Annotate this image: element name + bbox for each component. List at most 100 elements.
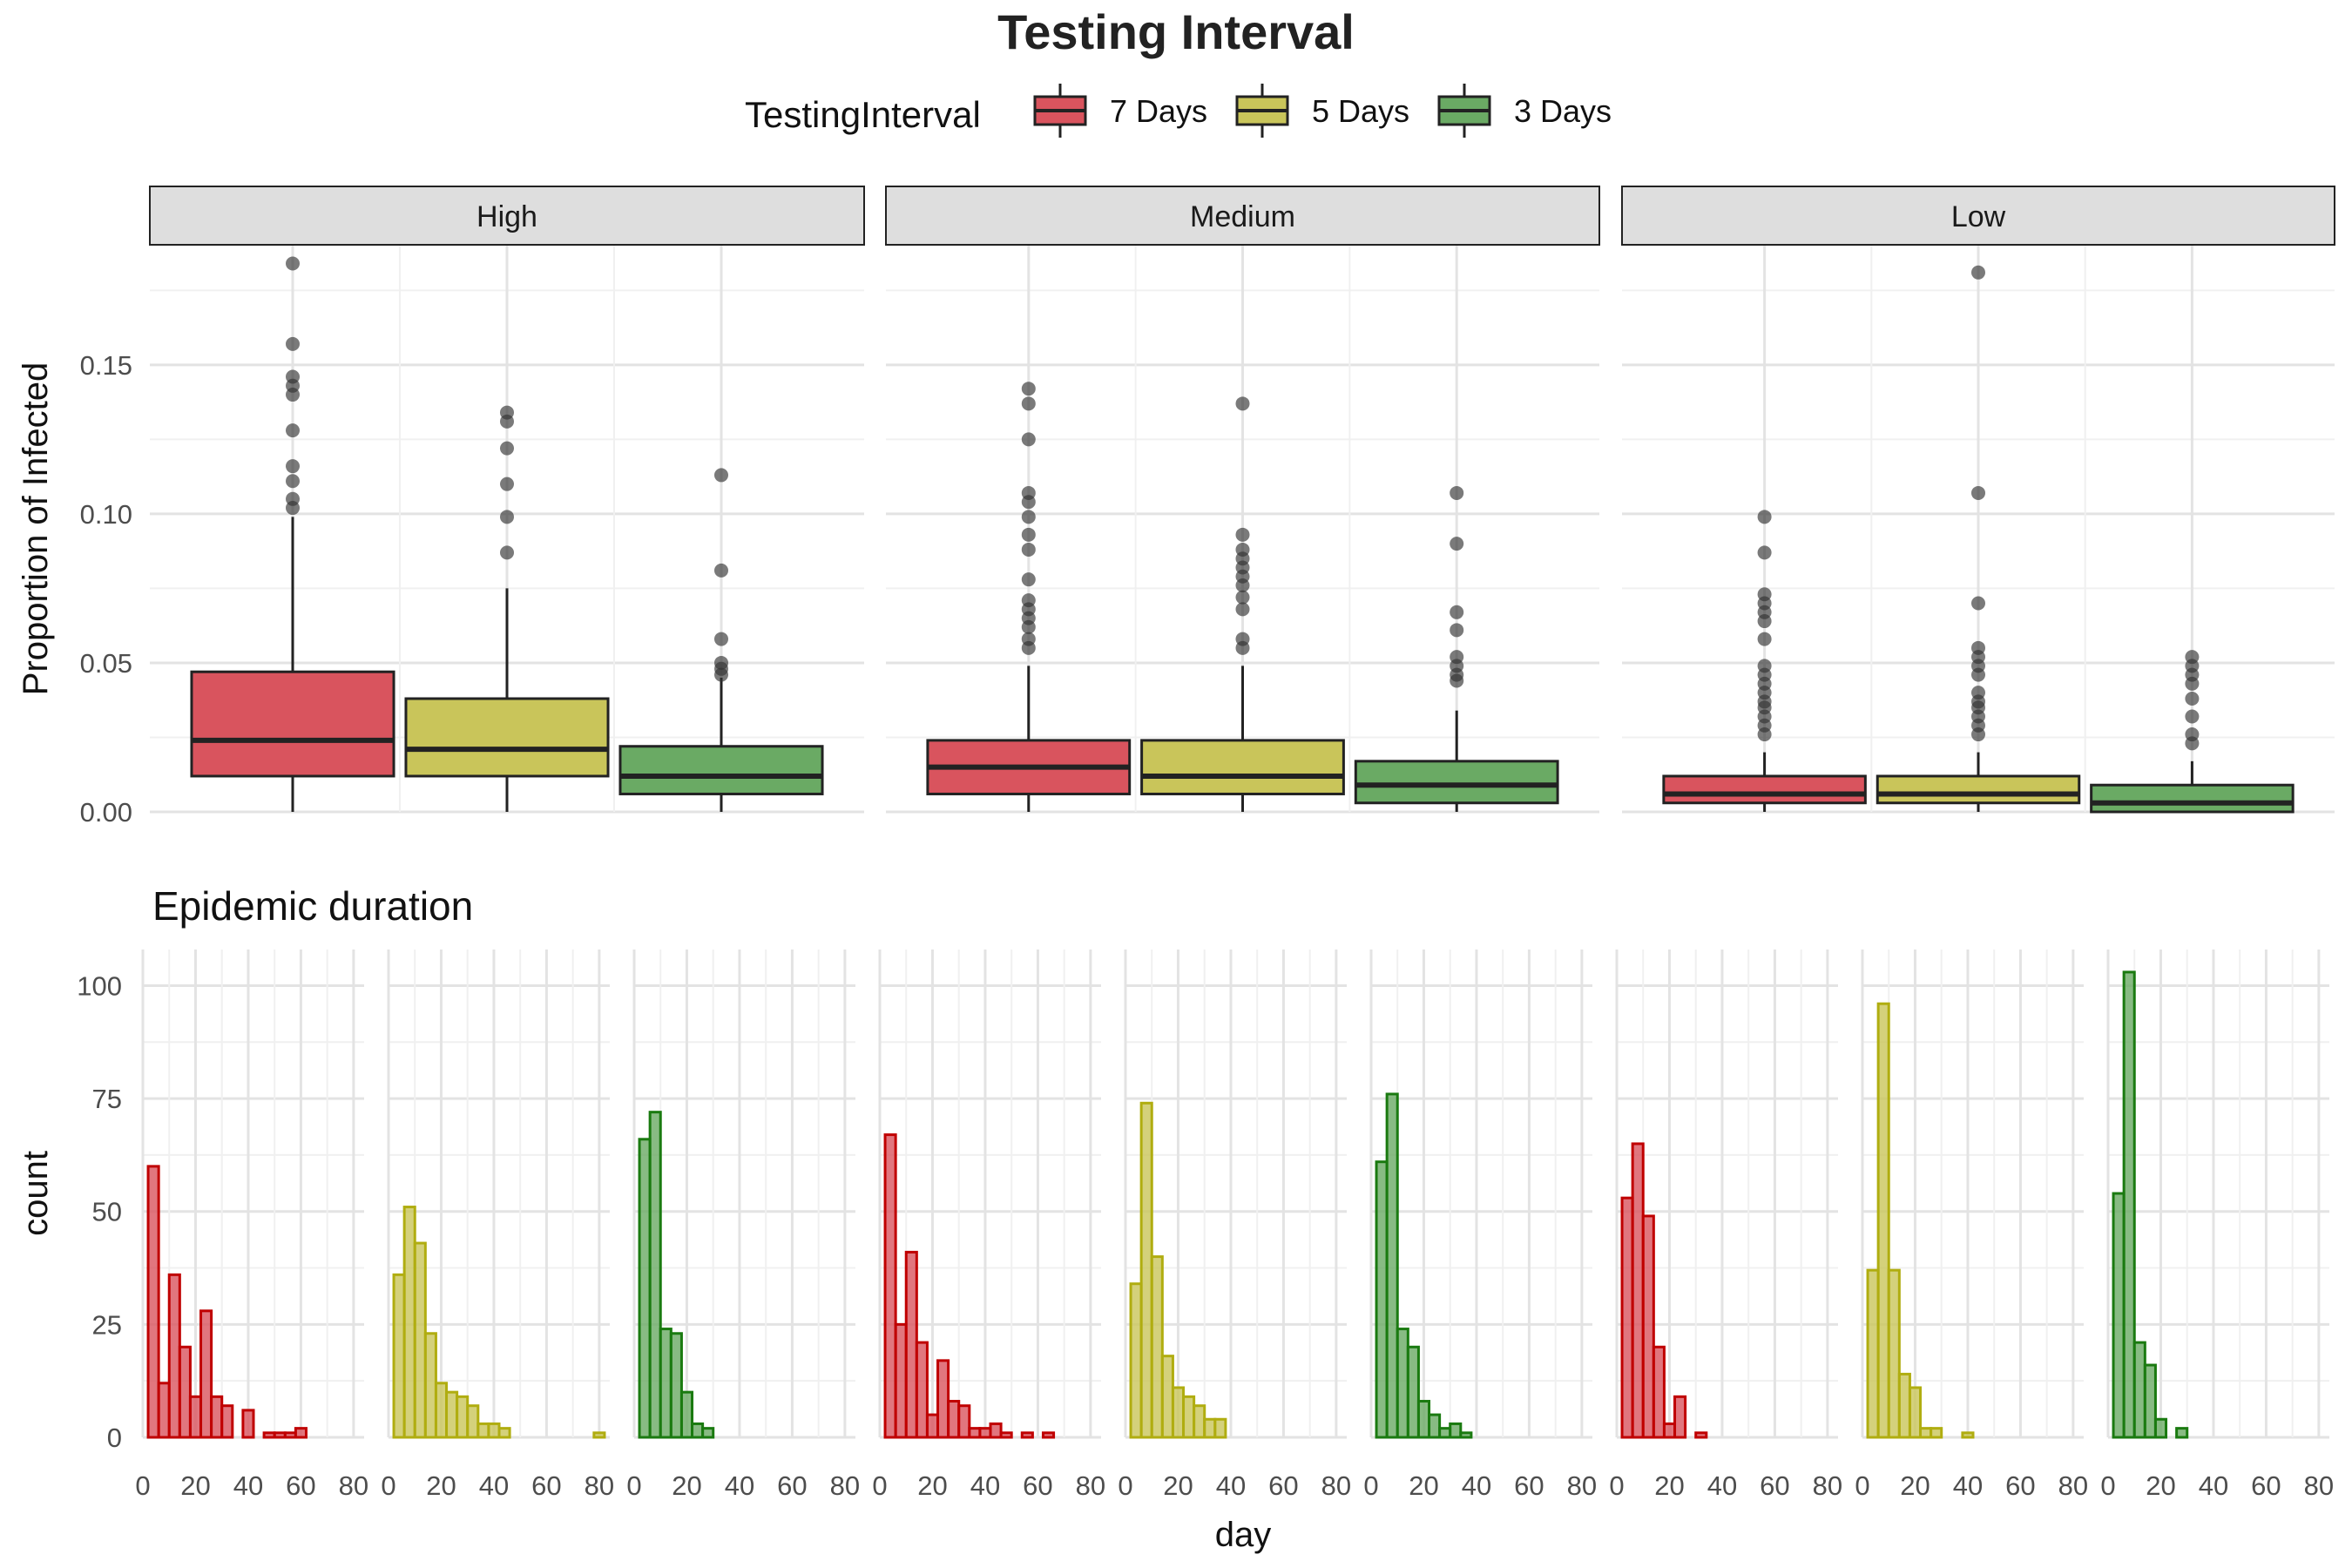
legend-entry: 3 Days xyxy=(1437,84,1612,138)
histogram-x-tick-label: 0 xyxy=(1855,1470,1869,1501)
histogram-bar xyxy=(925,1413,940,1439)
histogram-bar xyxy=(701,1427,715,1439)
histogram-x-tick-label: 60 xyxy=(2005,1470,2035,1501)
histogram-bar xyxy=(423,1332,437,1439)
histogram-bar xyxy=(283,1431,297,1439)
outlier-point xyxy=(500,414,514,429)
facet-panel-high: High xyxy=(149,186,865,814)
facet-strip xyxy=(149,186,865,246)
histogram-bar xyxy=(1203,1417,1217,1439)
histogram-bar xyxy=(1416,1400,1431,1439)
histogram-bar xyxy=(262,1431,276,1439)
histogram-y-tick-label: 0 xyxy=(107,1423,122,1453)
histogram-bar xyxy=(1396,1328,1409,1439)
outlier-point xyxy=(286,474,300,489)
histogram-y-axis-label: count xyxy=(17,1151,55,1236)
histogram-x-tick-label: 20 xyxy=(1900,1470,1930,1501)
facet-strip xyxy=(885,186,1600,246)
histogram-x-tick-label: 0 xyxy=(2100,1470,2115,1501)
outlier-point xyxy=(1971,485,1985,500)
outlier-point xyxy=(1021,510,1036,524)
histogram-bar xyxy=(1887,1268,1901,1439)
histogram-x-tick-label: 0 xyxy=(1118,1470,1132,1501)
histogram-bar xyxy=(904,1250,918,1439)
histogram-panel-high-7-days: 0 20 40 60 80 xyxy=(135,950,368,1501)
iqr-box xyxy=(2090,783,2295,814)
histogram-panel-medium-3-days: 0 20 40 60 80 xyxy=(1363,950,1597,1501)
legend-title: TestingInterval xyxy=(745,94,981,135)
histogram-bar xyxy=(178,1345,192,1439)
outlier-point xyxy=(714,468,728,483)
histogram-bar xyxy=(2112,1192,2126,1439)
histogram-bar xyxy=(487,1422,501,1439)
histogram-x-tick-label: 60 xyxy=(1023,1470,1052,1501)
iqr-box xyxy=(618,745,824,795)
box-5-days xyxy=(404,405,610,812)
histogram-bar xyxy=(989,1422,1003,1439)
histogram-x-tick-label: 20 xyxy=(2146,1470,2175,1501)
histogram-panel-low-5-days: 0 20 40 60 80 xyxy=(1855,950,2088,1501)
histogram-x-tick-label: 20 xyxy=(180,1470,210,1501)
histogram-bar xyxy=(1694,1431,1708,1439)
histogram-bar xyxy=(1876,1002,1890,1439)
outlier-point xyxy=(1971,596,1985,611)
facet-panel-low: Low xyxy=(1621,186,2335,814)
histogram-x-tick-label: 20 xyxy=(1409,1470,1438,1501)
histogram-x-tick-label: 80 xyxy=(2058,1470,2088,1501)
iqr-box xyxy=(1140,739,1345,795)
outlier-point xyxy=(1235,590,1250,605)
histogram-bar xyxy=(1182,1395,1196,1439)
outlier-point xyxy=(2185,709,2200,724)
histogram-bar xyxy=(2175,1427,2189,1439)
histogram-bar xyxy=(146,1165,160,1439)
histogram-bar xyxy=(1673,1395,1687,1439)
histogram-bar xyxy=(2122,970,2136,1439)
histogram-bar xyxy=(957,1404,971,1439)
boxplot-y-tick-label: 0.00 xyxy=(80,797,132,828)
box-3-days xyxy=(1354,485,1559,812)
histogram-bar xyxy=(1897,1372,1911,1439)
histogram-bar xyxy=(402,1206,416,1439)
outlier-point xyxy=(1450,623,1464,638)
histogram-bar xyxy=(1428,1413,1442,1439)
histogram-x-tick-label: 80 xyxy=(1321,1470,1351,1501)
histogram-bar xyxy=(1160,1355,1174,1439)
histogram-bar xyxy=(1449,1422,1463,1439)
histogram-x-tick-label: 60 xyxy=(2251,1470,2281,1501)
histogram-bar xyxy=(1020,1431,1034,1439)
histogram-y-tick-label: 50 xyxy=(92,1197,122,1227)
outlier-point xyxy=(714,632,728,646)
histogram-bar xyxy=(392,1273,406,1439)
histogram-bar xyxy=(497,1427,511,1439)
histogram-x-tick-label: 80 xyxy=(830,1470,860,1501)
outlier-point xyxy=(1021,542,1036,557)
histogram-bar xyxy=(691,1422,705,1439)
box-5-days xyxy=(1876,265,2081,812)
histogram-x-tick-label: 20 xyxy=(672,1470,701,1501)
box-7-days xyxy=(1662,510,1867,812)
histogram-bar xyxy=(978,1427,992,1439)
facet-strip-label: Low xyxy=(1951,200,2006,233)
outlier-point xyxy=(1235,578,1250,592)
boxplot-section: Proportion of Infected 0.00 0.05 0.10 0.15 Hi… xyxy=(17,186,2335,828)
histogram-x-tick-label: 0 xyxy=(381,1470,395,1501)
outlier-point xyxy=(714,667,728,682)
outlier-point xyxy=(500,441,514,456)
outlier-point xyxy=(2185,736,2200,751)
histogram-bar xyxy=(679,1390,694,1439)
histogram-bar xyxy=(434,1382,449,1439)
outlier-point xyxy=(1757,727,1772,742)
histogram-panel-low-3-days: 0 20 40 60 80 xyxy=(2100,950,2334,1501)
histogram-x-tick-label: 20 xyxy=(1654,1470,1684,1501)
histogram-panel-low-7-days: 0 20 40 60 80 xyxy=(1609,950,1842,1501)
iqr-box xyxy=(190,670,395,778)
box-3-days xyxy=(2090,650,2295,814)
histogram-bar xyxy=(157,1382,171,1439)
histogram-bar xyxy=(210,1395,224,1439)
histogram-bar xyxy=(592,1431,606,1439)
histogram-bar xyxy=(1193,1404,1206,1439)
histogram-bar xyxy=(968,1427,982,1439)
histogram-x-tick-label: 60 xyxy=(1514,1470,1544,1501)
legend-label: 5 Days xyxy=(1312,93,1409,129)
